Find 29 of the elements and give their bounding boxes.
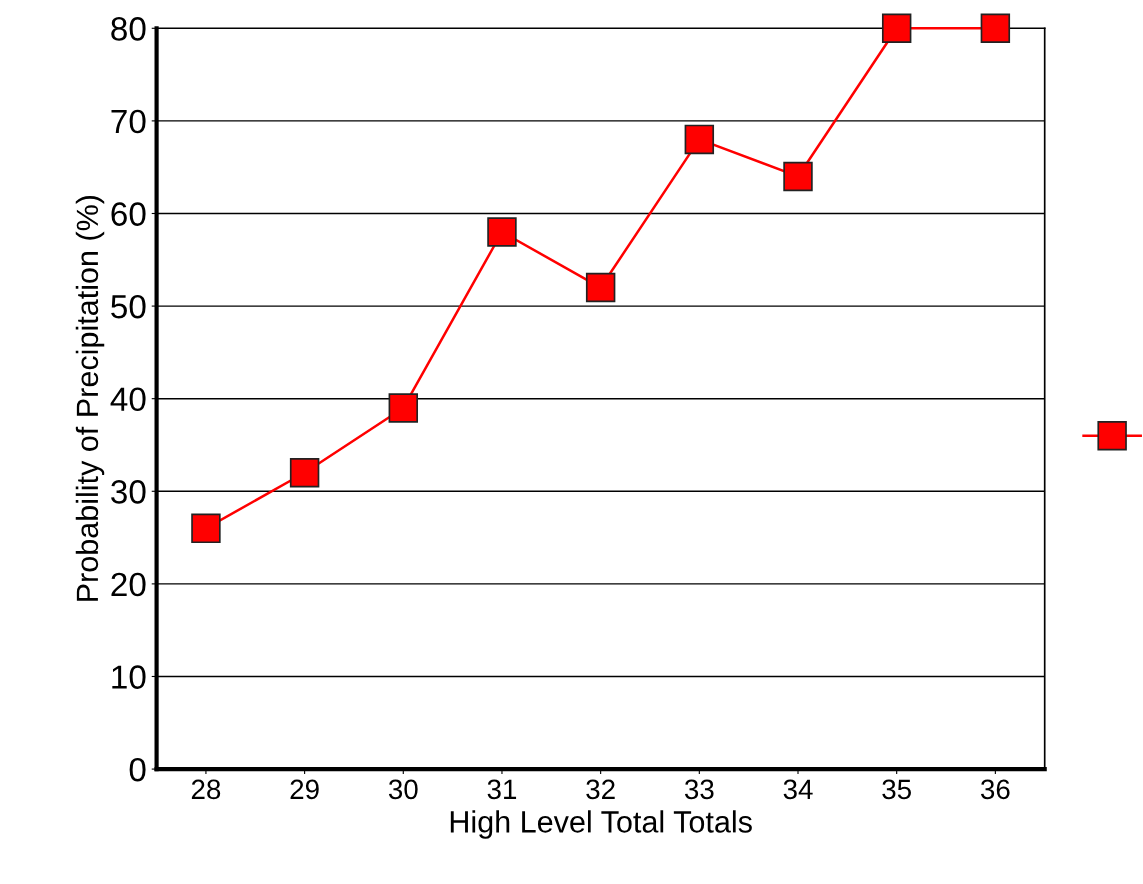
- x-tick-label: 31: [487, 779, 517, 800]
- x-axis-title: High Level Total Totals: [450, 810, 752, 839]
- y-tick-label: 20: [111, 572, 146, 597]
- y-tick-label: 0: [129, 757, 146, 782]
- point: [881, 13, 912, 44]
- point: [289, 458, 320, 488]
- point: [191, 513, 221, 544]
- y-tick-label: 40: [110, 387, 146, 412]
- x-tick-label: 33: [684, 779, 714, 800]
- x-tick-label: 30: [388, 779, 418, 800]
- point: [783, 161, 813, 192]
- y-tick-label: 60: [111, 202, 146, 226]
- y-tick-label: 10: [112, 665, 146, 689]
- y-tick-label: 30: [111, 480, 146, 504]
- y-tick-label: 50: [111, 294, 146, 319]
- x-tick-label: 34: [783, 779, 813, 800]
- x-tick-label: 35: [882, 779, 911, 800]
- point: [684, 124, 715, 155]
- y-axis-title: Probability of Precipitation (%): [75, 195, 105, 601]
- x-tick-label: 32: [586, 779, 615, 800]
- point: [487, 217, 517, 247]
- y-tick-label: 80: [111, 17, 146, 41]
- point: [388, 393, 419, 423]
- y-tick-label: 70: [111, 109, 146, 134]
- point: [980, 13, 1011, 44]
- x-tick-label: 36: [980, 779, 1010, 800]
- point: [585, 272, 616, 303]
- x-tick-label: 29: [290, 779, 319, 800]
- x-tick-label: 28: [191, 779, 221, 800]
